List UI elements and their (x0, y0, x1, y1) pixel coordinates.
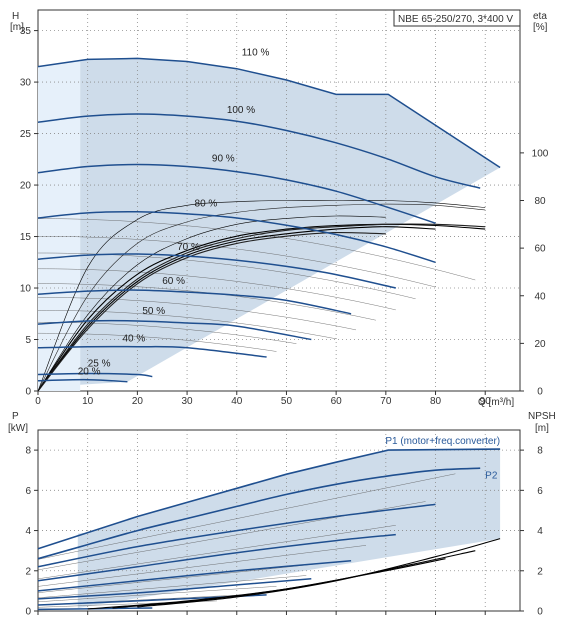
speed-curve-label: 90 % (212, 153, 235, 164)
operating-area (80, 58, 501, 385)
speed-curve (37, 211, 436, 264)
eta-tick-label: 20 (534, 339, 546, 350)
npsh-axis-name: NPSH (528, 411, 556, 422)
speed-curve-label: 25 % (88, 358, 111, 369)
speed-curve-label: 70 % (177, 242, 200, 253)
thin-power-curve (37, 473, 456, 560)
x-tick-label: 20 (132, 396, 144, 407)
thin-power-curve (37, 545, 367, 587)
x-tick-label: 70 (380, 396, 392, 407)
power-speed-curve (37, 559, 352, 592)
speed-curve (37, 372, 153, 378)
thin-power-curve (37, 525, 396, 579)
eta-tick-label: 0 (537, 387, 543, 398)
x-tick-label: 40 (231, 396, 243, 407)
x-tick-label: 90 (480, 396, 492, 407)
x-tick-label: 80 (430, 396, 442, 407)
head-axis-unit: [m] (10, 22, 24, 33)
efficiency-curve (37, 223, 486, 392)
efficiency-curve (37, 226, 436, 392)
power-plot: P1 (motor+freq.converter) P2 0 2 4 6 8 0 2 4 6 8 (25, 430, 543, 618)
speed-curve (37, 253, 396, 289)
title-box (393, 9, 521, 27)
thin-speed-curve (37, 322, 297, 344)
x-tick-label: 50 (281, 396, 293, 407)
thin-speed-curve (37, 268, 396, 311)
low-flow-area (38, 60, 81, 391)
power-axis-name: P (12, 411, 19, 422)
eta-axis-name: eta (533, 11, 547, 22)
efficiency-curve (37, 200, 486, 392)
speed-curve-label: 110 % (242, 47, 270, 58)
y-tick-label: 10 (20, 284, 32, 295)
thin-speed-curve (37, 236, 436, 288)
eta-axis-unit: [%] (533, 22, 548, 33)
p1-curve (37, 448, 501, 550)
npsh-tick-label: 6 (537, 486, 543, 497)
x-tick-label: 10 (82, 396, 94, 407)
speed-curve (37, 319, 312, 341)
y-tick-label: 2 (25, 566, 31, 577)
thin-power-curve (37, 561, 337, 593)
thin-speed-curve (37, 218, 476, 281)
speed-curve-label: 20 % (78, 367, 101, 378)
speed-curve-label: 40 % (122, 334, 145, 345)
y-tick-label: 0 (25, 387, 31, 398)
speed-curve-label: 50 % (142, 306, 165, 317)
y-tick-label: 5 (25, 335, 31, 346)
efficiency-curve (37, 203, 486, 392)
eta-tick-label: 40 (534, 291, 546, 302)
thin-speed-curve (37, 333, 277, 352)
p2-label: P2 (485, 470, 498, 481)
speed-curve-label: 60 % (162, 276, 185, 287)
thin-speed-curve (37, 297, 357, 331)
head-plot: 110 %100 %90 %80 %70 %60 %50 %40 %25 %20… (20, 10, 549, 407)
speed-curve-label: 100 % (227, 105, 255, 116)
p2-curve (37, 467, 481, 560)
eta-tick-label: 60 (534, 244, 546, 255)
power-speed-curve (37, 578, 312, 600)
y-tick-label: 30 (20, 78, 32, 89)
speed-curve (37, 289, 352, 315)
y-tick-label: 20 (20, 181, 32, 192)
y-tick-label: 0 (25, 607, 31, 618)
eta-tick-label: 80 (534, 196, 546, 207)
y-tick-label: 4 (25, 526, 31, 537)
y-tick-label: 6 (25, 486, 31, 497)
speed-curve (37, 57, 501, 169)
x-tick-label: 30 (182, 396, 194, 407)
npsh-curve (87, 558, 446, 610)
head-axis-name: H (12, 11, 19, 22)
p1-label: P1 (motor+freq.converter) (385, 436, 500, 447)
q-axis-label: Q [m³/h] (478, 397, 514, 408)
speed-curve (37, 113, 481, 189)
speed-curve (37, 378, 128, 383)
thin-power-curve (37, 575, 307, 598)
npsh-tick-label: 8 (537, 446, 543, 457)
chart-title: NBE 65-250/270, 3*400 V (398, 14, 513, 25)
power-speed-curve (37, 503, 436, 568)
y-tick-label: 15 (20, 232, 32, 243)
npsh-tick-label: 2 (537, 566, 543, 577)
thin-speed-curve (37, 310, 337, 339)
thin-power-curve (37, 586, 277, 602)
eta-tick-label: 100 (532, 148, 549, 159)
efficiency-curve (37, 215, 386, 392)
power-speed-curve (37, 533, 396, 582)
npsh-tick-label: 4 (537, 526, 543, 537)
x-tick-label: 0 (35, 396, 41, 407)
npsh-tick-label: 0 (537, 607, 543, 618)
speed-curve (37, 163, 436, 224)
y-tick-label: 8 (25, 446, 31, 457)
power-axis-unit: [kW] (8, 423, 28, 434)
x-tick-label: 60 (331, 396, 343, 407)
speed-curve (37, 345, 267, 358)
y-tick-label: 35 (20, 26, 32, 37)
speed-curve-label: 80 % (195, 199, 218, 210)
npsh-axis-unit: [m] (535, 423, 549, 434)
y-tick-label: 25 (20, 129, 32, 140)
